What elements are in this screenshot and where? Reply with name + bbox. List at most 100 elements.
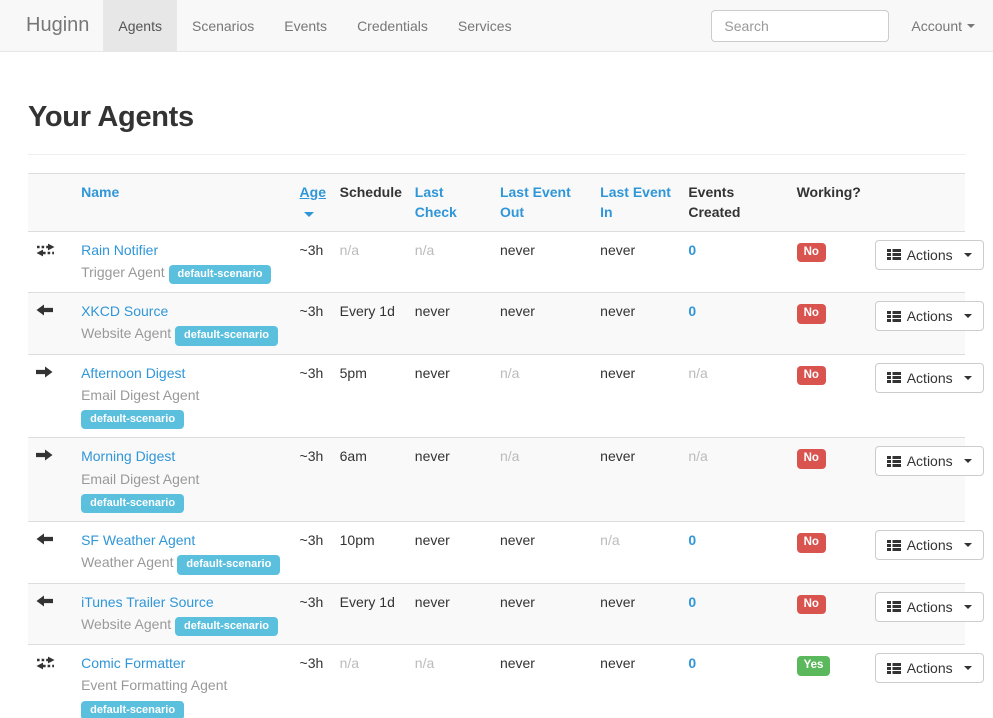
last-check-cell: n/a (406, 644, 492, 718)
last-check-cell: n/a (406, 230, 492, 293)
last-event-in-cell: never (592, 292, 681, 355)
column-header-name[interactable]: Name (73, 173, 292, 232)
chevron-down-icon (963, 459, 972, 464)
search-input[interactable] (711, 9, 890, 42)
column-header-age[interactable]: Age (291, 173, 332, 232)
list-icon (886, 455, 901, 468)
list-icon (886, 600, 901, 613)
table-row: Morning Digest Email Digest Agent defaul… (28, 437, 984, 522)
agent-name-link[interactable]: Afternoon Digest (81, 364, 186, 381)
navbar-right: Account (711, 0, 993, 51)
scenario-badge[interactable]: default-scenario (81, 410, 185, 430)
actions-label: Actions (906, 537, 953, 554)
working-badge: No (796, 449, 826, 470)
last-event-in-cell: never (592, 582, 681, 645)
arrow-left-icon (36, 533, 53, 545)
agent-type-label: Trigger Agent (81, 263, 165, 280)
age-cell: ~3h (291, 437, 332, 522)
actions-button[interactable]: Actions (874, 362, 984, 393)
events-created-cell: 0 (680, 582, 789, 645)
table-row: Afternoon Digest Email Digest Agent defa… (28, 353, 984, 438)
table-header-row: Name Age Schedule Last Check Last Event Out L… (28, 173, 965, 232)
last-event-out-cell: never (491, 292, 593, 355)
table-row: iTunes Trailer Source Website Agent defa… (28, 582, 984, 645)
working-badge: No (796, 304, 826, 324)
events-created-cell: 0 (680, 521, 789, 584)
list-icon (886, 248, 901, 261)
agent-type-label: Email Digest Agent (81, 386, 200, 403)
agent-name-link[interactable]: Morning Digest (81, 448, 176, 465)
events-created-cell: n/a (680, 353, 789, 438)
events-count-link[interactable]: 0 (688, 593, 697, 610)
nav-item-credentials[interactable]: Credentials (357, 17, 428, 34)
sort-caret-icon (303, 212, 314, 218)
last-event-out-cell: never (491, 230, 593, 293)
actions-label: Actions (906, 598, 953, 615)
actions-button[interactable]: Actions (874, 653, 984, 684)
brand-link[interactable]: Huginn (26, 14, 90, 36)
list-icon (886, 539, 901, 552)
arrow-left-icon (36, 304, 53, 316)
chevron-down-icon (963, 543, 972, 548)
agent-type-label: Weather Agent (81, 554, 174, 571)
working-badge: No (796, 365, 826, 386)
actions-button[interactable]: Actions (874, 239, 984, 270)
last-check-cell: never (406, 437, 492, 522)
last-event-in-cell: never (592, 644, 681, 718)
nav-item-services[interactable]: Services (457, 17, 512, 34)
events-count-link[interactable]: 0 (688, 655, 697, 672)
age-cell: ~3h (291, 353, 332, 438)
events-count-link[interactable]: 0 (688, 532, 697, 549)
account-menu[interactable]: Account (911, 18, 975, 34)
main-content: Your Agents Name Age Schedule Last Check Las… (0, 101, 993, 718)
schedule-cell: Every 1d (331, 582, 407, 645)
chevron-down-icon (963, 604, 972, 609)
schedule-cell: n/a (331, 230, 407, 293)
column-header-last-event-out[interactable]: Last Event Out (491, 173, 593, 232)
last-event-out-cell: never (491, 582, 593, 645)
divider (28, 154, 965, 155)
last-event-out-cell: never (491, 521, 593, 584)
scenario-badge[interactable]: default-scenario (81, 700, 185, 718)
list-icon (886, 371, 901, 384)
column-header-last-event-in[interactable]: Last Event In (592, 173, 681, 232)
scenario-badge[interactable]: default-scenario (168, 264, 272, 285)
age-cell: ~3h (291, 644, 332, 718)
actions-button[interactable]: Actions (874, 301, 984, 332)
working-badge: No (796, 533, 826, 553)
actions-label: Actions (906, 453, 953, 470)
scenario-badge[interactable]: default-scenario (175, 326, 278, 346)
agent-name-link[interactable]: SF Weather Agent (81, 532, 196, 549)
agent-name-link[interactable]: Comic Formatter (81, 655, 186, 672)
list-icon (886, 662, 901, 675)
scenario-badge[interactable]: default-scenario (81, 493, 185, 514)
actions-button[interactable]: Actions (874, 530, 984, 561)
actions-label: Actions (906, 308, 953, 325)
actions-button[interactable]: Actions (874, 591, 984, 622)
schedule-cell: n/a (331, 644, 407, 718)
last-event-out-cell: never (491, 644, 593, 718)
nav-item-scenarios[interactable]: Scenarios (191, 17, 255, 34)
scenario-badge[interactable]: default-scenario (177, 555, 281, 575)
events-count-link[interactable]: 0 (688, 241, 697, 258)
column-header-last-check[interactable]: Last Check (406, 173, 492, 232)
actions-button[interactable]: Actions (874, 446, 984, 477)
nav-item-events[interactable]: Events (284, 17, 328, 34)
age-cell: ~3h (291, 292, 332, 355)
events-count-link[interactable]: 0 (688, 303, 697, 320)
agent-name-link[interactable]: iTunes Trailer Source (81, 593, 214, 610)
events-created-cell: 0 (680, 292, 789, 355)
arrow-right-icon (36, 366, 53, 378)
last-check-cell: never (406, 353, 492, 438)
working-badge: No (796, 594, 826, 615)
agent-name-link[interactable]: XKCD Source (81, 303, 169, 320)
events-count-label: n/a (688, 448, 708, 465)
arrow-left-icon (36, 595, 53, 607)
table-row: Comic Formatter Event Formatting Agent d… (28, 644, 984, 718)
scenario-badge[interactable]: default-scenario (175, 616, 278, 637)
agents-table: Name Age Schedule Last Check Last Event Out L… (28, 173, 984, 718)
working-badge: Yes (796, 656, 831, 676)
age-cell: ~3h (291, 230, 332, 293)
agent-name-link[interactable]: Rain Notifier (81, 241, 159, 258)
nav-item-agents[interactable]: Agents (103, 0, 177, 51)
